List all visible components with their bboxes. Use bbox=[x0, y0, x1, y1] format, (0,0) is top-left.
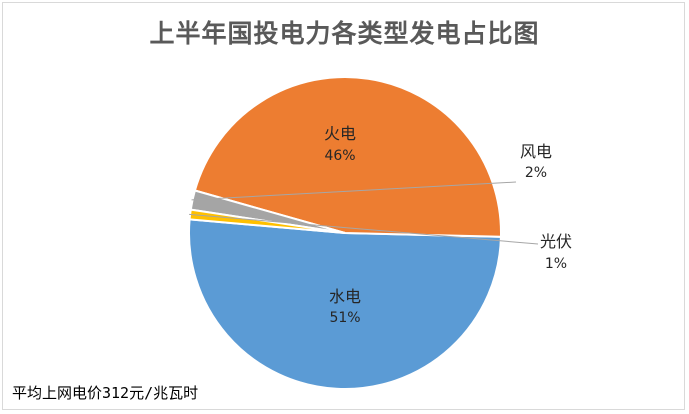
pie-slices bbox=[188, 76, 502, 390]
pie-slice-thermal bbox=[193, 76, 502, 238]
leader-lines bbox=[189, 181, 539, 245]
chart-title: 上半年国投电力各类型发电占比图 bbox=[149, 19, 540, 48]
slice-label-hydro: 水电 bbox=[329, 287, 361, 306]
slice-percent-solar: 1% bbox=[545, 256, 567, 272]
leader-line-solar bbox=[189, 213, 539, 245]
slice-percent-thermal: 46% bbox=[324, 148, 355, 164]
slice-label-solar: 光伏 bbox=[540, 232, 572, 251]
slice-percent-hydro: 51% bbox=[329, 310, 360, 326]
leader-line-wind bbox=[191, 181, 517, 201]
slice-label-wind: 风电 bbox=[520, 142, 552, 161]
price-annotation: 平均上网电价312元/兆瓦时 bbox=[12, 384, 199, 402]
slice-percent-wind: 2% bbox=[525, 165, 547, 181]
pie-slice-hydro bbox=[188, 218, 502, 390]
slice-label-thermal: 火电 bbox=[324, 124, 356, 143]
